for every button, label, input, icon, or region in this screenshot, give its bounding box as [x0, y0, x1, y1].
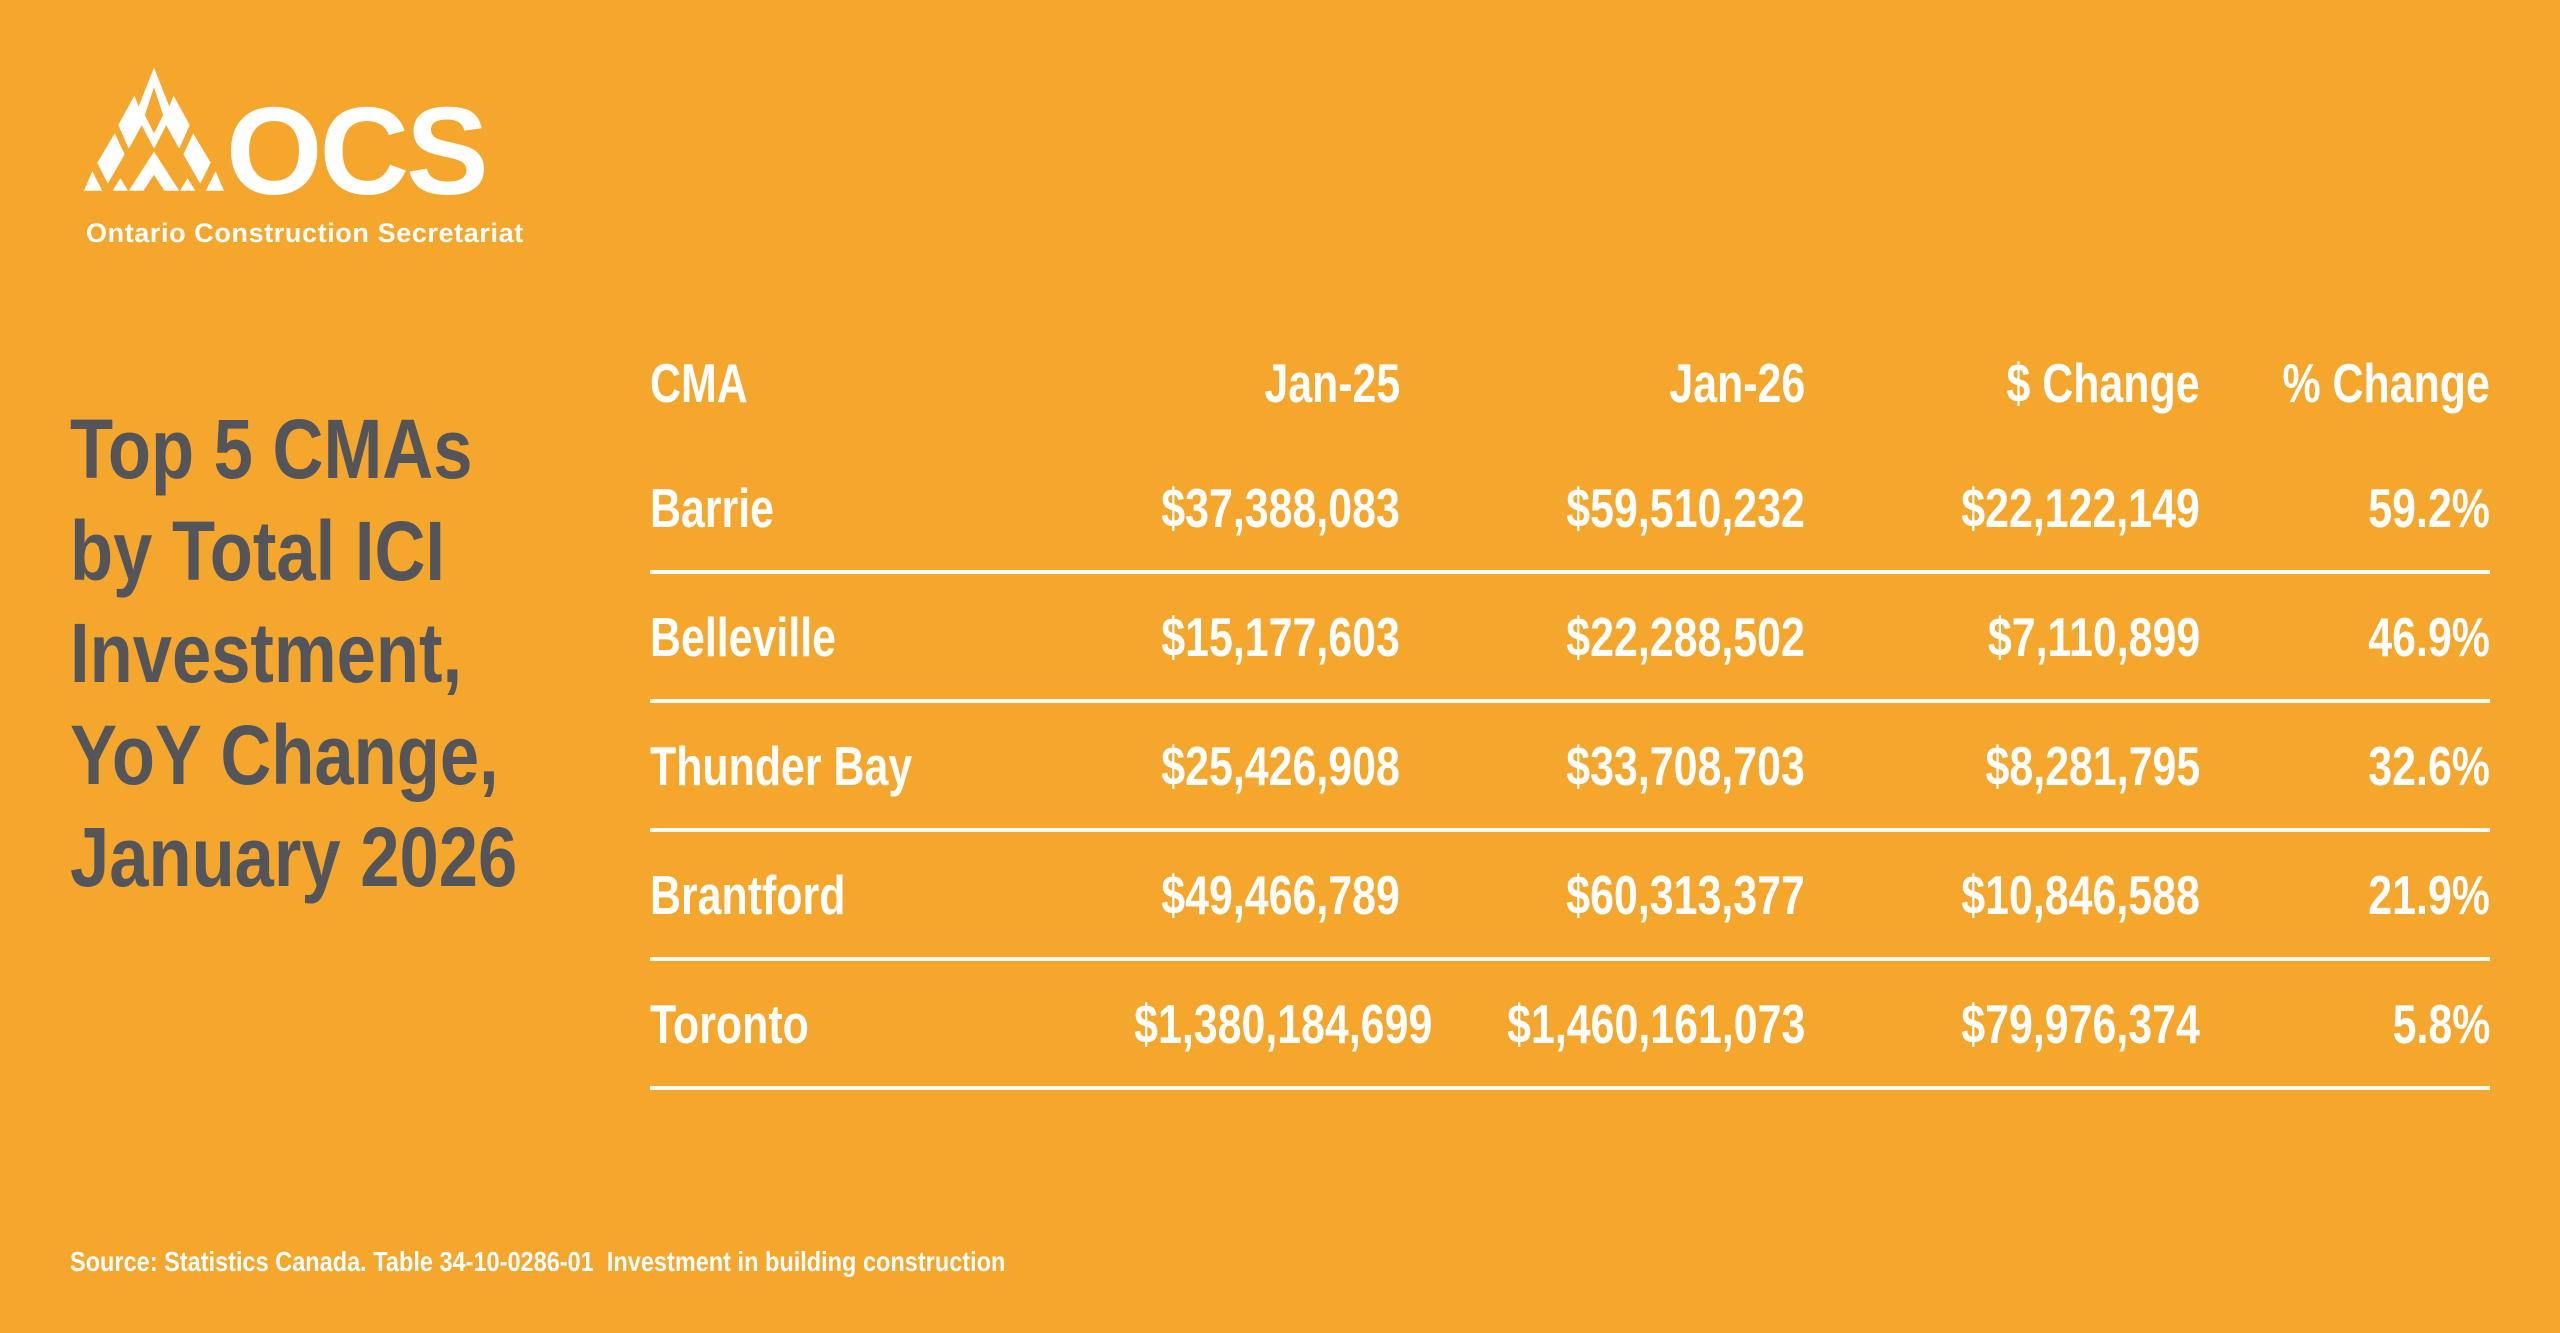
cell-jan26: $59,510,232 — [1566, 476, 1805, 539]
cell-jan25: $25,426,908 — [1161, 734, 1400, 797]
cell-dollar-change: $7,110,899 — [1987, 605, 2200, 668]
ocs-logo-subtitle: Ontario Construction Secretariat — [86, 218, 524, 248]
cell-jan26: $33,708,703 — [1566, 734, 1805, 797]
ocs-logo-acronym: OCS — [226, 83, 489, 221]
source-note: Source: Statistics Canada. Table 34-10-0… — [70, 1246, 1006, 1277]
cell-cma: Toronto — [650, 992, 809, 1055]
title-line-5: January 2026 — [70, 810, 518, 904]
cell-dollar-change: $10,846,588 — [1961, 863, 2200, 926]
table-row-toronto: Toronto $1,380,184,699 $1,460,161,073 $7… — [650, 961, 2490, 1090]
table-header-cma: CMA — [650, 351, 748, 414]
cell-cma: Thunder Bay — [650, 734, 913, 797]
title-line-2: by Total ICI — [70, 504, 446, 598]
cell-pct-change: 5.8% — [2392, 992, 2490, 1055]
cell-dollar-change: $8,281,795 — [1985, 734, 2200, 797]
page-title: Top 5 CMAs by Total ICI Investment, YoY … — [70, 398, 517, 908]
title-line-1: Top 5 CMAs — [70, 402, 473, 496]
table-header-dollar-change: $ Change — [2006, 351, 2200, 414]
cell-jan26: $22,288,502 — [1566, 605, 1805, 668]
cell-pct-change: 32.6% — [2368, 734, 2490, 797]
ici-investment-table: CMA Jan-25 Jan-26 $ Change % Change Barr… — [650, 320, 2490, 1090]
cell-jan25: $37,388,083 — [1161, 476, 1400, 539]
cell-dollar-change: $79,976,374 — [1961, 992, 2200, 1055]
table-header-jan25: Jan-25 — [1264, 351, 1400, 414]
table-row-brantford: Brantford $49,466,789 $60,313,377 $10,84… — [650, 832, 2490, 961]
cell-jan25: $49,466,789 — [1161, 863, 1400, 926]
cell-pct-change: 46.9% — [2368, 605, 2490, 668]
table-row-thunder-bay: Thunder Bay $25,426,908 $33,708,703 $8,2… — [650, 703, 2490, 832]
title-line-3: Investment, — [70, 606, 463, 700]
cell-cma: Belleville — [650, 605, 837, 668]
cell-pct-change: 21.9% — [2368, 863, 2490, 926]
table-header-pct-change: % Change — [2282, 351, 2490, 414]
cell-dollar-change: $22,122,149 — [1961, 476, 2200, 539]
cell-jan25: $15,177,603 — [1161, 605, 1400, 668]
ocs-triangle-logo-icon — [84, 67, 224, 191]
cell-pct-change: 59.2% — [2368, 476, 2490, 539]
cell-jan26: $1,460,161,073 — [1506, 992, 1805, 1055]
table-row-belleville: Belleville $15,177,603 $22,288,502 $7,11… — [650, 574, 2490, 703]
cell-cma: Brantford — [650, 863, 846, 926]
title-line-4: YoY Change, — [70, 708, 499, 802]
cell-cma: Barrie — [650, 476, 775, 539]
cell-jan25: $1,380,184,699 — [1134, 992, 1433, 1055]
table-header-jan26: Jan-26 — [1669, 351, 1805, 414]
table-header-row: CMA Jan-25 Jan-26 $ Change % Change — [650, 320, 2490, 445]
cell-jan26: $60,313,377 — [1566, 863, 1805, 926]
table-row-barrie: Barrie $37,388,083 $59,510,232 $22,122,1… — [650, 445, 2490, 574]
